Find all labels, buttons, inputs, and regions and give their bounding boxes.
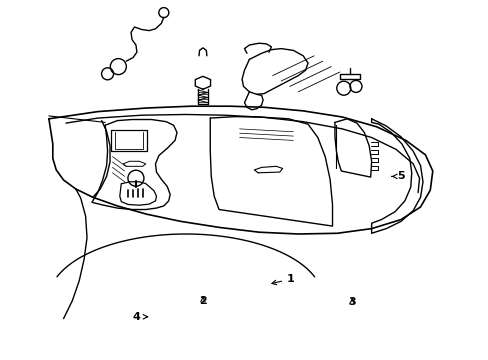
Text: 1: 1: [271, 274, 294, 285]
Text: 3: 3: [347, 297, 355, 307]
Text: 2: 2: [199, 296, 206, 306]
Text: 4: 4: [133, 312, 147, 322]
Text: 5: 5: [391, 171, 404, 181]
